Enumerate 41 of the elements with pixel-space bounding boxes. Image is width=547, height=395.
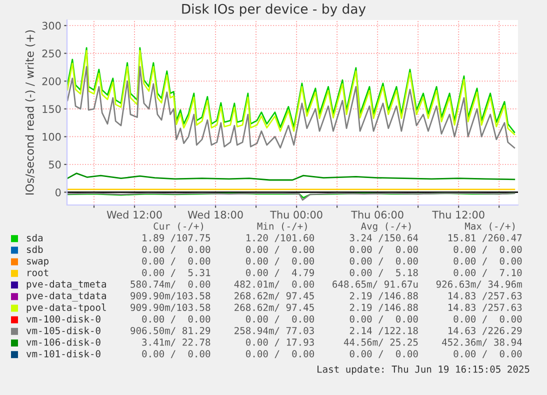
legend-label: pve-data-tpool [26,304,106,313]
legend-label: vm-105-disk-0 [26,326,100,334]
legend-label: pve-data_tmeta [26,280,106,290]
chart-title: Disk IOs per device - by day [182,4,366,16]
legend-label: vm-106-disk-0 [26,338,100,346]
text: 0.00 / 5.31 0.00 / 4.79 0.00 / 5.18 0.00 / 7.10 [142,268,522,277]
line-series [67,172,516,181]
legend-label: root [28,269,48,276]
y-tick-label: 0 [56,188,61,196]
x-tick-label: Wed 18:00 [188,210,243,219]
legend-label: vm-100-disk-0 [26,315,100,323]
legend-label: pve-data_tdata [26,292,106,302]
text: Cur (-/+) Min (-/+) Avg (-/+) Max (-/+) [154,222,515,232]
x-tick-label: Wed 12:00 [106,210,162,219]
legend-label: sda [26,234,42,242]
x-tick-label: Thu 00:00 [270,210,322,219]
text: 0.00 / 0.00 0.00 / 0.00 0.00 / 0.00 0.00 / 0.00 [142,315,522,324]
text: 909.90m/103.58 268.62m/ 97.45 2.19 /146.88 14.83 /257.63 [130,292,522,300]
text: 909.90m/103.58 268.62m/ 97.45 2.19 /146.88 14.83 /257.63 [130,304,522,312]
x-tick-label: Thu 12:00 [432,210,484,219]
x-tick-label: Thu 06:00 [351,210,404,219]
y-tick-label: 50 [48,160,61,169]
y-tick-label: 200 [42,77,61,86]
text: 0.00 / 0.00 0.00 / 0.00 0.00 / 0.00 0.00 / 0.00 [142,246,522,254]
legend-label: vm-101-disk-0 [26,350,100,358]
text: 1.89 /107.75 1.20 /101.60 3.24 /150.64 15.81 /260.47 [142,234,522,242]
y-tick-label: 300 [42,22,61,30]
legend-label: swap [26,259,48,266]
y-tick-label: 150 [42,105,61,113]
text: 0.00 / 0.00 0.00 / 0.00 0.00 / 0.00 0.00 / 0.00 [142,350,522,358]
text: 906.50m/ 81.29 258.94m/ 77.03 2.14 /122.18 14.63 /226.29 [130,326,522,335]
line-series [67,66,516,148]
line-series [67,192,516,201]
text: Last update: Thu Jun 19 16:15:05 2025 [318,365,530,375]
y-tick-label: 250 [42,50,61,58]
y-axis-title: IOs/second read (-) / write (+) [25,30,36,195]
text: 3.41m/ 22.78 0.00 / 17.93 44.56m/ 25.25 452.36m/ 38.94 [142,338,522,347]
text: 0.00 / 0.00 0.00 / 0.00 0.00 / 0.00 0.00 / 0.00 [142,257,522,266]
y-tick-label: 100 [42,132,61,141]
text: 580.74m/ 0.00 482.01m/ 0.00 648.65m/ 91.67u 926.63m/ 34.96m [130,280,522,289]
legend-label: sdb [26,246,43,254]
